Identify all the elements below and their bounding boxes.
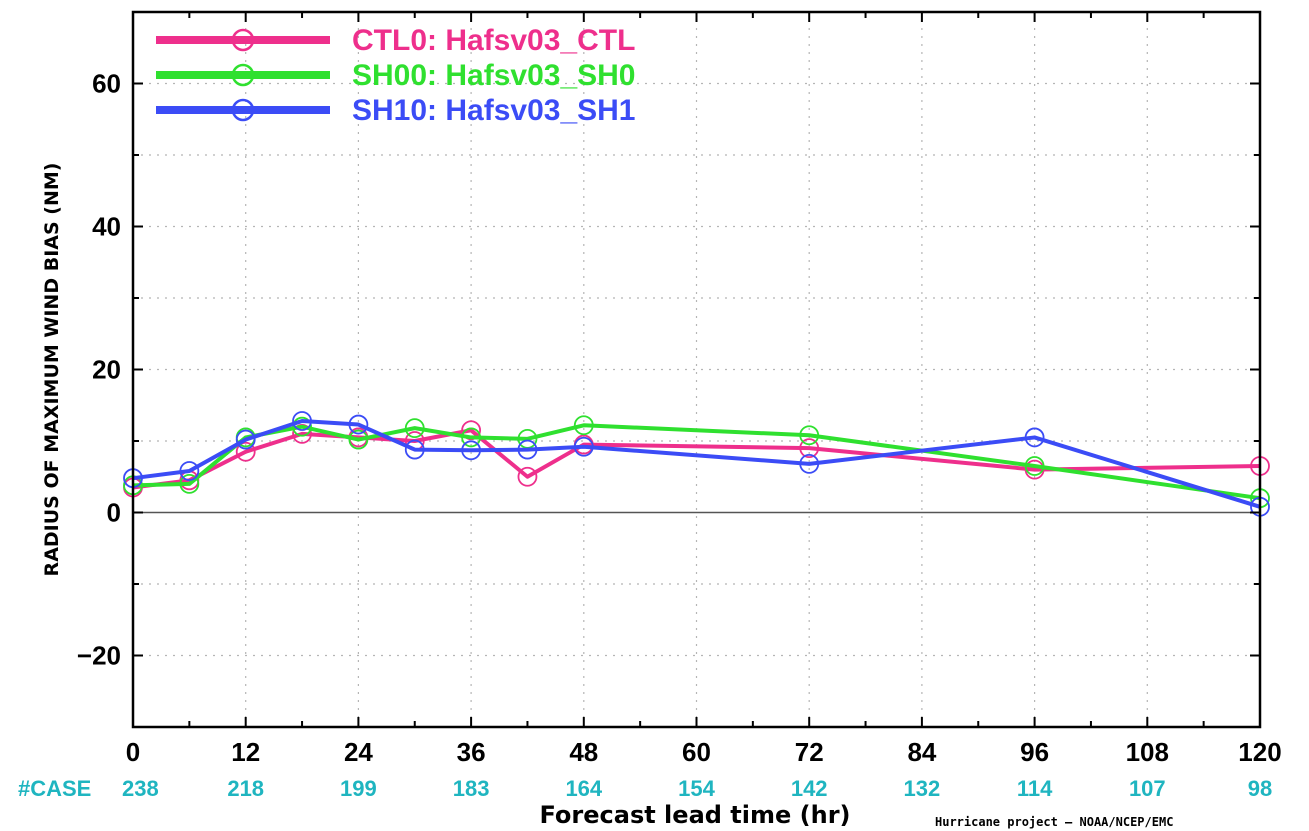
data-point <box>235 429 256 450</box>
x-tick-label: 72 <box>795 737 824 767</box>
x-tick-label: 24 <box>344 737 373 767</box>
data-point <box>517 439 538 460</box>
data-point <box>348 429 369 450</box>
data-point <box>799 453 820 474</box>
x-tick-label: 96 <box>1020 737 1049 767</box>
case-count: 142 <box>791 776 828 801</box>
y-tick-label: 40 <box>92 212 121 242</box>
y-tick-label: −20 <box>77 641 121 671</box>
x-tick-label: 48 <box>569 737 598 767</box>
case-count: 107 <box>1129 776 1166 801</box>
legend-item: SH10: Hafsv03_SH1 <box>156 94 636 127</box>
x-tick-label: 120 <box>1238 737 1281 767</box>
series-line <box>132 428 1261 490</box>
legend-item: CTL0: Hafsv03_CTL <box>156 24 635 57</box>
data-point <box>404 418 425 439</box>
x-axis-label: Forecast lead time (hr) <box>540 801 851 829</box>
case-count: 183 <box>453 776 490 801</box>
x-tick-label: 12 <box>231 737 260 767</box>
x-tick-label: 108 <box>1126 737 1169 767</box>
data-point <box>1024 427 1045 448</box>
y-axis-label: RADIUS OF MAXIMUM WIND BIAS (NM) <box>41 163 63 577</box>
data-point <box>348 414 369 435</box>
data-point <box>461 440 482 461</box>
y-tick-label: 60 <box>92 69 121 99</box>
y-tick-label: 0 <box>107 498 121 528</box>
data-point <box>573 415 594 436</box>
data-point <box>292 416 312 437</box>
series-group <box>123 411 1270 517</box>
data-point <box>799 438 820 459</box>
case-row-label: #CASE <box>18 776 91 801</box>
case-count: 238 <box>122 776 159 801</box>
series-layer <box>123 411 1270 517</box>
x-tick-label: 36 <box>457 737 486 767</box>
data-point <box>573 436 594 457</box>
x-axis-ticks: 0 12 24 36 48 60 72 84 96 108 120 <box>126 12 1282 767</box>
data-point <box>799 425 820 446</box>
credit-text: Hurricane project – NOAA/NCEP/EMC <box>935 815 1173 829</box>
data-point <box>517 466 538 487</box>
data-point <box>1024 456 1045 476</box>
case-count: 114 <box>1017 776 1053 801</box>
data-point <box>179 473 200 494</box>
legend-label: CTL0: Hafsv03_CTL <box>352 24 635 57</box>
case-count: 164 <box>565 776 602 801</box>
case-count-row: #CASE 238 218 199 183 164 154 142 132 114 107 98 <box>18 776 1272 801</box>
data-point <box>235 441 256 462</box>
case-count: 98 <box>1248 776 1272 801</box>
x-tick-label: 60 <box>682 737 711 767</box>
legend-label: SH00: Hafsv03_SH0 <box>352 59 636 92</box>
legend-label: SH10: Hafsv03_SH1 <box>352 94 636 127</box>
y-tick-label: 20 <box>92 355 121 385</box>
x-tick-label: 84 <box>907 737 936 767</box>
x-tick-label: 0 <box>126 737 140 767</box>
data-point <box>404 439 425 460</box>
legend-swatch-marker <box>231 63 255 87</box>
legend-swatch-marker <box>231 28 255 52</box>
legend-item: SH00: Hafsv03_SH0 <box>156 59 636 92</box>
data-point <box>292 411 312 431</box>
case-count: 132 <box>904 776 941 801</box>
series-line <box>132 418 1261 509</box>
grid <box>133 12 1260 727</box>
case-count: 154 <box>678 776 715 801</box>
data-point <box>179 461 200 481</box>
case-count: 199 <box>340 776 377 801</box>
case-count: 218 <box>227 776 264 801</box>
data-point <box>461 427 482 448</box>
legend-swatch-marker <box>231 98 255 122</box>
